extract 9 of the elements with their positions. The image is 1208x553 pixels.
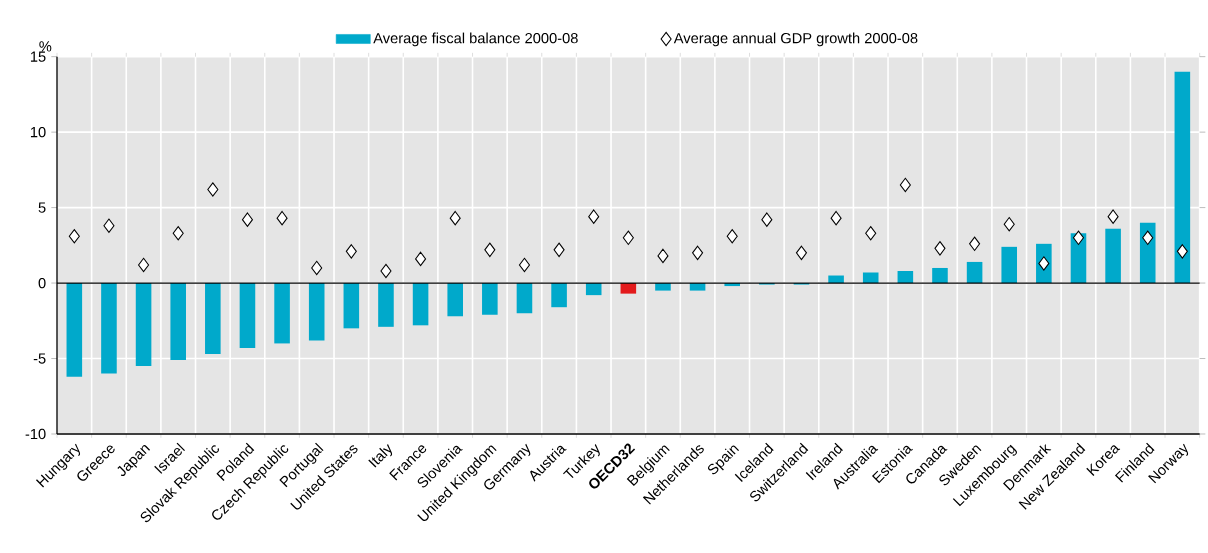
y-tick-label: 15 bbox=[30, 51, 46, 62]
y-tick-label: -5 bbox=[33, 353, 46, 364]
y-tick-label: 0 bbox=[38, 277, 46, 289]
y-tick-label: 10 bbox=[30, 126, 46, 138]
y-tick-label: -10 bbox=[25, 428, 46, 440]
y-axis-title: % bbox=[39, 41, 52, 52]
y-tick-label: 5 bbox=[38, 202, 46, 213]
legend-label: Average annual GDP growth 2000-08 bbox=[673, 32, 918, 47]
legend-label: Average fiscal balance 2000-08 bbox=[373, 32, 578, 47]
